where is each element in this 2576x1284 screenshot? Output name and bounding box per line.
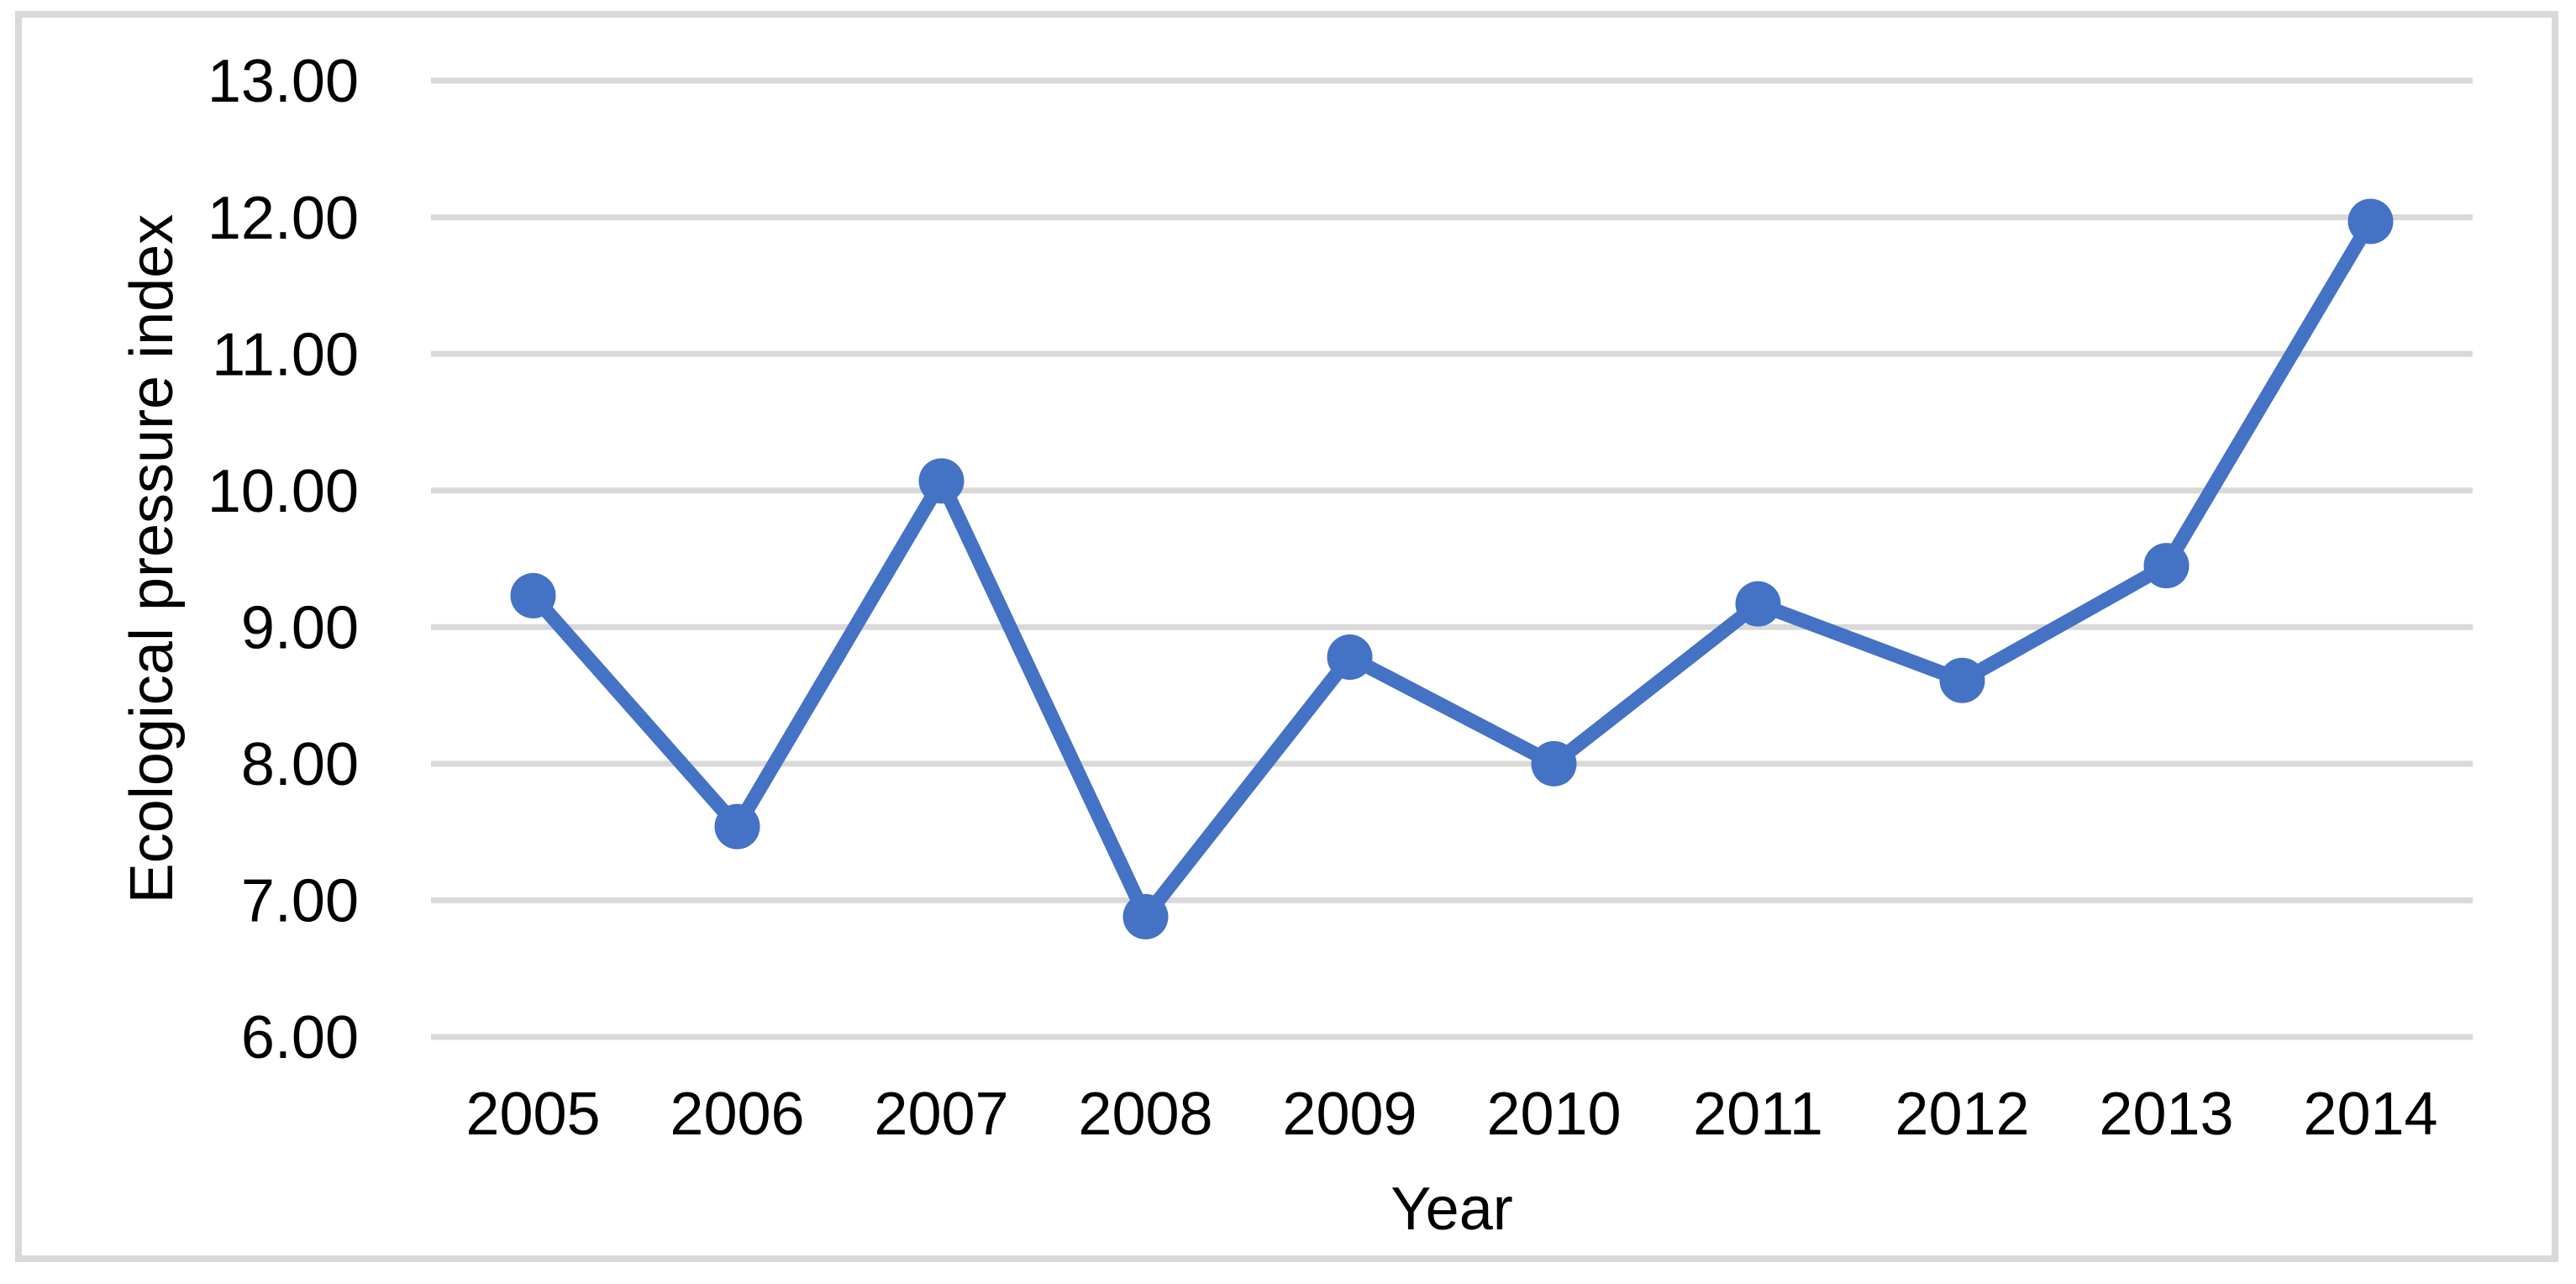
figure-border bbox=[15, 11, 2558, 1262]
x-axis-title: Year bbox=[1391, 1176, 1512, 1243]
y-axis-title: Ecological pressure index bbox=[118, 214, 186, 903]
data-point-marker-2010 bbox=[1531, 740, 1577, 787]
y-tick-label-10.00: 10.00 bbox=[208, 458, 359, 525]
x-tick-label-2012: 2012 bbox=[1895, 1081, 2029, 1148]
data-point-marker-2005 bbox=[510, 572, 556, 618]
x-tick-label-2013: 2013 bbox=[2099, 1081, 2233, 1148]
x-tick-label-2008: 2008 bbox=[1078, 1081, 1212, 1148]
x-axis-tick-labels: 2005 2006 2007 2008 2009 2010 2011 2012 2013 2014 bbox=[465, 1081, 2437, 1148]
y-axis-tick-labels: 6.00 7.00 8.00 9.00 10.00 11.00 12.00 13.00 bbox=[208, 48, 359, 1071]
data-point-marker-2008 bbox=[1122, 893, 1169, 939]
data-point-marker-2007 bbox=[918, 458, 965, 504]
x-tick-label-2014: 2014 bbox=[2303, 1081, 2437, 1148]
data-point-marker-2011 bbox=[1735, 581, 1781, 627]
data-point-marker-2006 bbox=[714, 803, 760, 850]
y-tick-label-9.00: 9.00 bbox=[241, 594, 359, 661]
y-tick-label-12.00: 12.00 bbox=[208, 185, 359, 252]
x-tick-label-2011: 2011 bbox=[1693, 1081, 1823, 1148]
x-tick-label-2009: 2009 bbox=[1282, 1081, 1417, 1148]
y-tick-label-11.00: 11.00 bbox=[212, 321, 359, 388]
data-point-marker-2009 bbox=[1327, 634, 1373, 681]
x-tick-label-2010: 2010 bbox=[1486, 1081, 1621, 1148]
x-tick-label-2006: 2006 bbox=[670, 1081, 804, 1148]
data-point-marker-2012 bbox=[1939, 657, 1985, 703]
data-series bbox=[510, 198, 2394, 939]
y-tick-label-6.00: 6.00 bbox=[241, 1004, 359, 1071]
x-tick-label-2007: 2007 bbox=[874, 1081, 1008, 1148]
data-point-marker-2014 bbox=[2347, 198, 2394, 245]
y-tick-label-7.00: 7.00 bbox=[241, 868, 359, 935]
x-tick-label-2005: 2005 bbox=[465, 1081, 600, 1148]
y-tick-label-13.00: 13.00 bbox=[208, 48, 359, 115]
y-tick-label-8.00: 8.00 bbox=[241, 731, 359, 798]
data-point-marker-2013 bbox=[2143, 543, 2190, 589]
series-line bbox=[526, 213, 2378, 924]
